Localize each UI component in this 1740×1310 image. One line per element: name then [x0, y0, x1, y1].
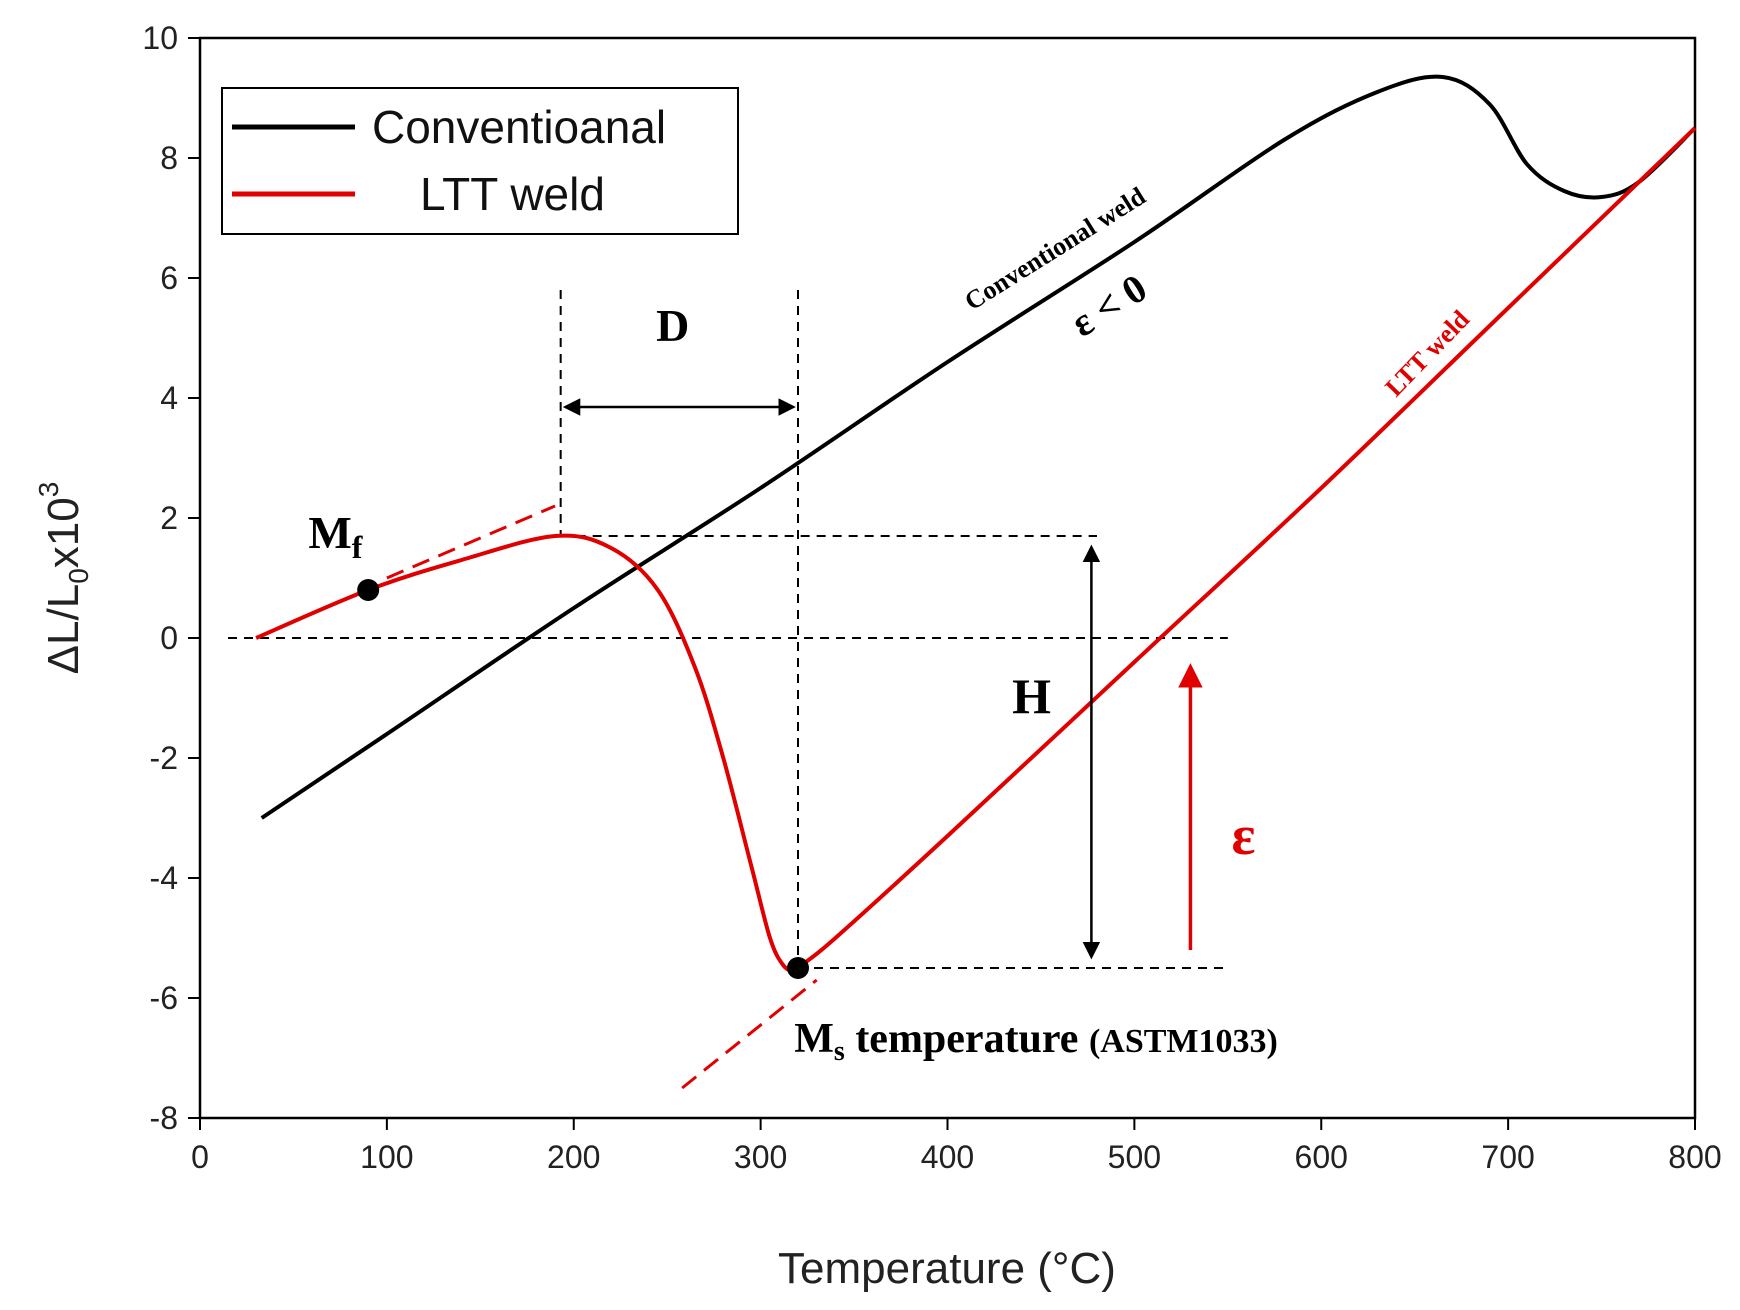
legend: Conventioanal LTT weld	[221, 87, 739, 235]
y-tick-label: -2	[150, 740, 178, 776]
x-tick-label: 600	[1295, 1139, 1348, 1175]
x-tick-label: 300	[734, 1139, 787, 1175]
y-tick-label: 0	[160, 620, 178, 656]
series-layer	[255, 74, 1697, 979]
y-axis-title-mid: x10	[39, 497, 88, 568]
axis-ticks: 0 100 200 300 400 500 600 700 800 -8 -6 -4 -2 0 2 4 6 8 10	[142, 20, 1721, 1175]
mf-tangent-dashed	[386, 504, 556, 580]
h-label: H	[1012, 668, 1051, 724]
legend-label-ltt: LTT weld	[420, 168, 605, 220]
mf-label-main: M	[308, 507, 351, 558]
x-tick-label: 200	[547, 1139, 600, 1175]
mf-label: Mf	[308, 507, 362, 565]
marker-ms	[787, 957, 809, 979]
x-tick-label: 700	[1481, 1139, 1534, 1175]
y-tick-label: -6	[150, 980, 178, 1016]
y-tick-label: -8	[150, 1100, 178, 1136]
y-tick-label: 4	[160, 380, 178, 416]
ms-tangent-dashed	[681, 978, 818, 1090]
ms-label-text: temperature	[845, 1016, 1089, 1062]
y-tick-label: 10	[142, 20, 178, 56]
x-tick-label: 0	[191, 1139, 209, 1175]
x-tick-label: 500	[1108, 1139, 1161, 1175]
marker-mf	[357, 579, 380, 601]
y-axis-title-main: ΔL/L	[39, 584, 88, 675]
legend-box	[221, 87, 739, 235]
y-axis-title: ΔL/L0x103	[33, 482, 94, 675]
ms-label-paren: (ASTM1033)	[1089, 1023, 1278, 1060]
y-axis-title-sup: 3	[33, 482, 64, 498]
x-axis-title: Temperature (°C)	[778, 1244, 1116, 1293]
guide-lines	[228, 290, 1228, 1090]
legend-label-conventional: Conventioanal	[372, 101, 666, 153]
y-tick-label: 2	[160, 500, 178, 536]
mf-label-sub: f	[352, 529, 363, 565]
ms-label-main: M	[794, 1016, 834, 1062]
ms-label: Ms temperature (ASTM1033)	[794, 1016, 1278, 1067]
y-tick-label: 8	[160, 140, 178, 176]
epsilon-label: ε	[1232, 805, 1256, 867]
y-axis-title-sub: 0	[63, 568, 94, 584]
ms-label-sub: s	[834, 1036, 845, 1067]
series-line-conventional	[260, 74, 1697, 820]
x-tick-label: 400	[921, 1139, 974, 1175]
y-tick-label: 6	[160, 260, 178, 296]
d-label: D	[656, 300, 689, 351]
x-tick-label: 800	[1668, 1139, 1721, 1175]
y-tick-label: -4	[150, 860, 178, 896]
series-line-ltt	[255, 126, 1697, 973]
x-tick-label: 100	[360, 1139, 413, 1175]
